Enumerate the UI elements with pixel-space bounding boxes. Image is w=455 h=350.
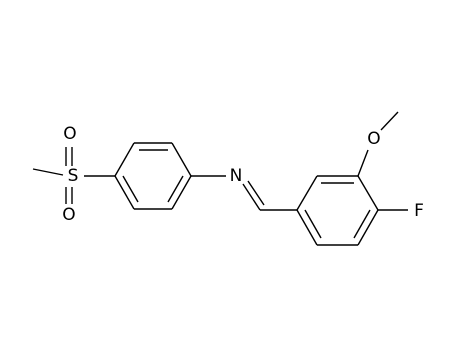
atom-label: O (63, 124, 76, 144)
atom-label: F (414, 201, 424, 221)
atom-label: O (367, 129, 380, 149)
bonds (32, 111, 408, 246)
atom-label: O (62, 205, 75, 225)
atom-label: S (68, 166, 79, 186)
atom-label: N (230, 166, 243, 186)
